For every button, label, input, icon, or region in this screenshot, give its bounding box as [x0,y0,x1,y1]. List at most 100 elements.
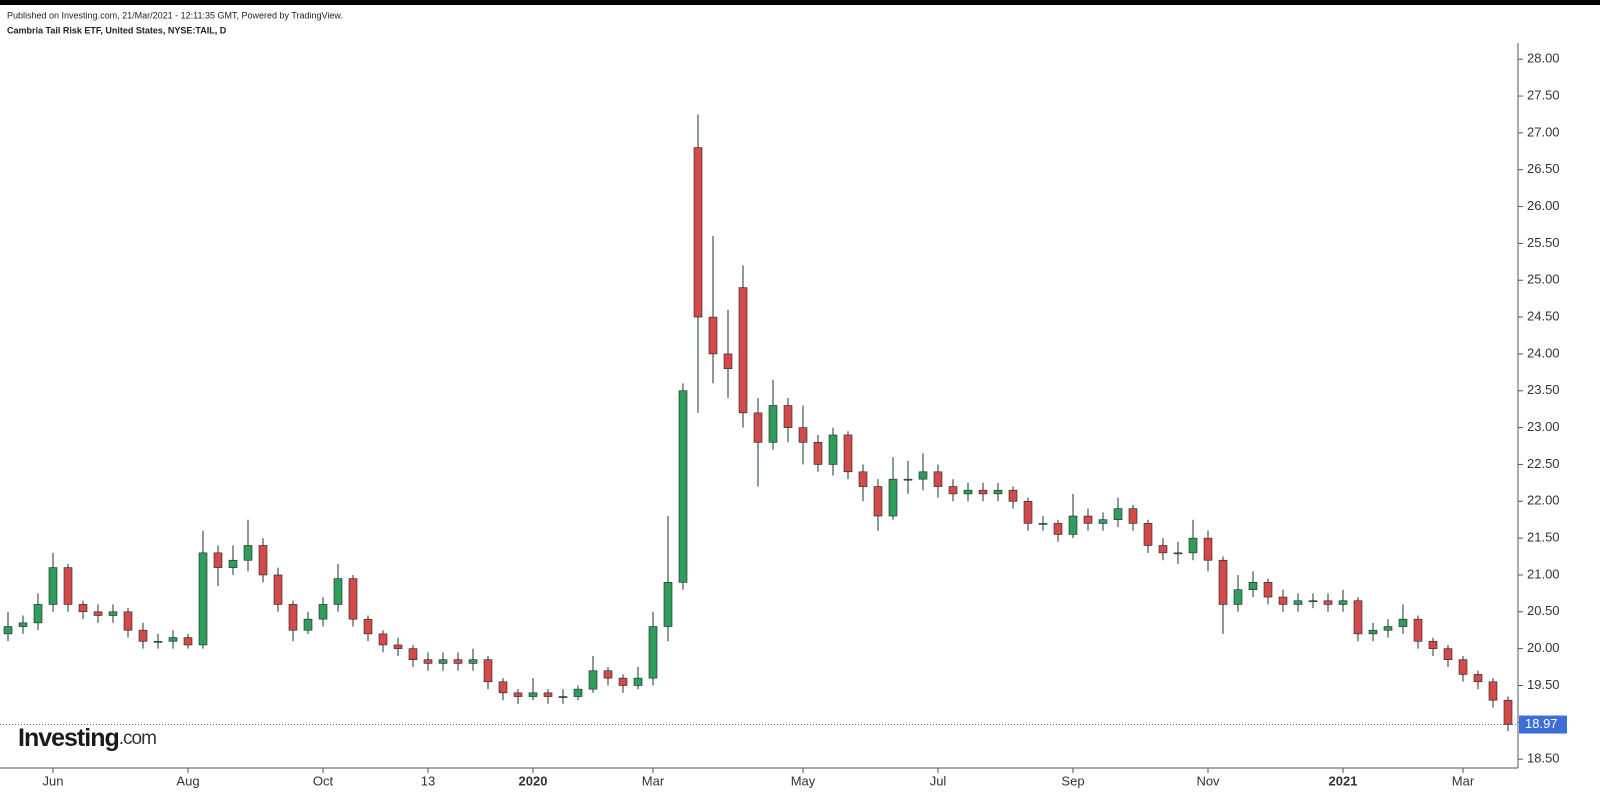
candle-body [573,688,583,697]
last-price-box [1519,715,1567,734]
symbol-title: Cambria Tail Risk ETF, United States, NY… [7,25,227,35]
candle-body [1458,659,1468,675]
y-tick-label: 25.50 [1527,235,1560,250]
candle-body [933,471,943,487]
candle-body [543,692,553,697]
candle-body [813,442,823,465]
candle-body [1203,537,1213,561]
candle-body [768,405,778,443]
candle-body [108,611,118,616]
y-tick-label: 25.00 [1527,272,1560,287]
candle-body [348,578,358,620]
x-tick-label: 2021 [1329,773,1358,788]
candle-body [1308,600,1318,603]
y-tick-label: 26.50 [1527,161,1560,176]
x-tick-label: Mar [642,773,665,788]
candle-body [213,552,223,568]
candle-body [1233,589,1243,605]
candle-body [603,670,613,679]
y-tick-label: 20.00 [1527,640,1560,655]
y-tick-label: 24.50 [1527,309,1560,324]
candle-body [168,637,178,642]
candle-body [1248,582,1258,590]
x-tick-label: Nov [1196,773,1220,788]
candle-body [183,637,193,646]
x-tick-label: 13 [421,773,435,788]
y-tick-label: 19.50 [1527,677,1560,692]
candle-body [513,692,523,697]
candle-body [1428,640,1438,649]
y-tick-label: 28.00 [1527,51,1560,66]
candle-body [438,659,448,664]
y-tick-label: 27.00 [1527,124,1560,139]
candle-body [1113,508,1123,521]
candle-body [258,545,268,576]
candle-body [153,640,163,643]
candle-body [918,471,928,480]
y-tick-label: 23.50 [1527,382,1560,397]
candle-body [1293,600,1303,605]
candle-body [873,486,883,517]
candle-body [1083,515,1093,524]
last-price-label: 18.97 [1525,716,1558,731]
candle-body [273,574,283,605]
candle-body [378,633,388,646]
x-tick-label: 2020 [519,773,548,788]
candle-body [1488,681,1498,701]
candle-body [3,626,13,635]
candle-body [288,604,298,631]
candle-body [1383,626,1393,631]
x-tick-label: Jul [930,773,947,788]
y-tick-label: 18.50 [1527,751,1560,766]
y-tick-label: 26.00 [1527,198,1560,213]
candle-body [783,405,793,428]
candle-body [1098,519,1108,524]
y-tick-label: 22.00 [1527,493,1560,508]
candle-body [1128,508,1138,524]
candle-body [33,604,43,624]
candle-body [423,659,433,664]
top-bar [0,0,1600,5]
candle-body [1323,600,1333,605]
candle-body [93,611,103,616]
candle-body [633,677,643,686]
candle-body [318,604,328,620]
y-tick-label: 22.50 [1527,456,1560,471]
candle-body [468,659,478,664]
candle-body [1503,699,1513,725]
candle-body [408,648,418,660]
candle-body [1398,618,1408,627]
x-tick-label: Sep [1061,773,1084,788]
candle-body [333,578,343,605]
x-tick-label: Aug [176,773,199,788]
candle-body [798,427,808,443]
x-tick-label: May [791,773,816,788]
candle-body [18,622,28,627]
y-tick-label: 24.00 [1527,345,1560,360]
candle-body [663,582,673,627]
candle-body [723,353,733,369]
candle-body [993,489,1003,495]
y-tick-label: 20.50 [1527,603,1560,618]
candle-body [78,604,88,613]
candle-body [843,434,853,473]
candle-body [978,489,988,495]
candle-body [363,618,373,635]
candle-body [453,659,463,664]
candle-body [708,316,718,355]
candle-body [1218,559,1228,605]
logo: Investing.com [18,724,156,752]
candle-body [828,434,838,465]
candle-body [648,626,658,679]
candle-body [1038,523,1048,525]
candle-body [1053,523,1063,535]
published-note: Published on Investing.com, 21/Mar/2021 … [7,10,343,20]
candle-body [738,287,748,414]
candle-body [123,611,133,631]
candle-body [693,147,703,318]
candle-body [858,471,868,487]
candle-body [903,478,913,481]
candle-body [1353,600,1363,635]
